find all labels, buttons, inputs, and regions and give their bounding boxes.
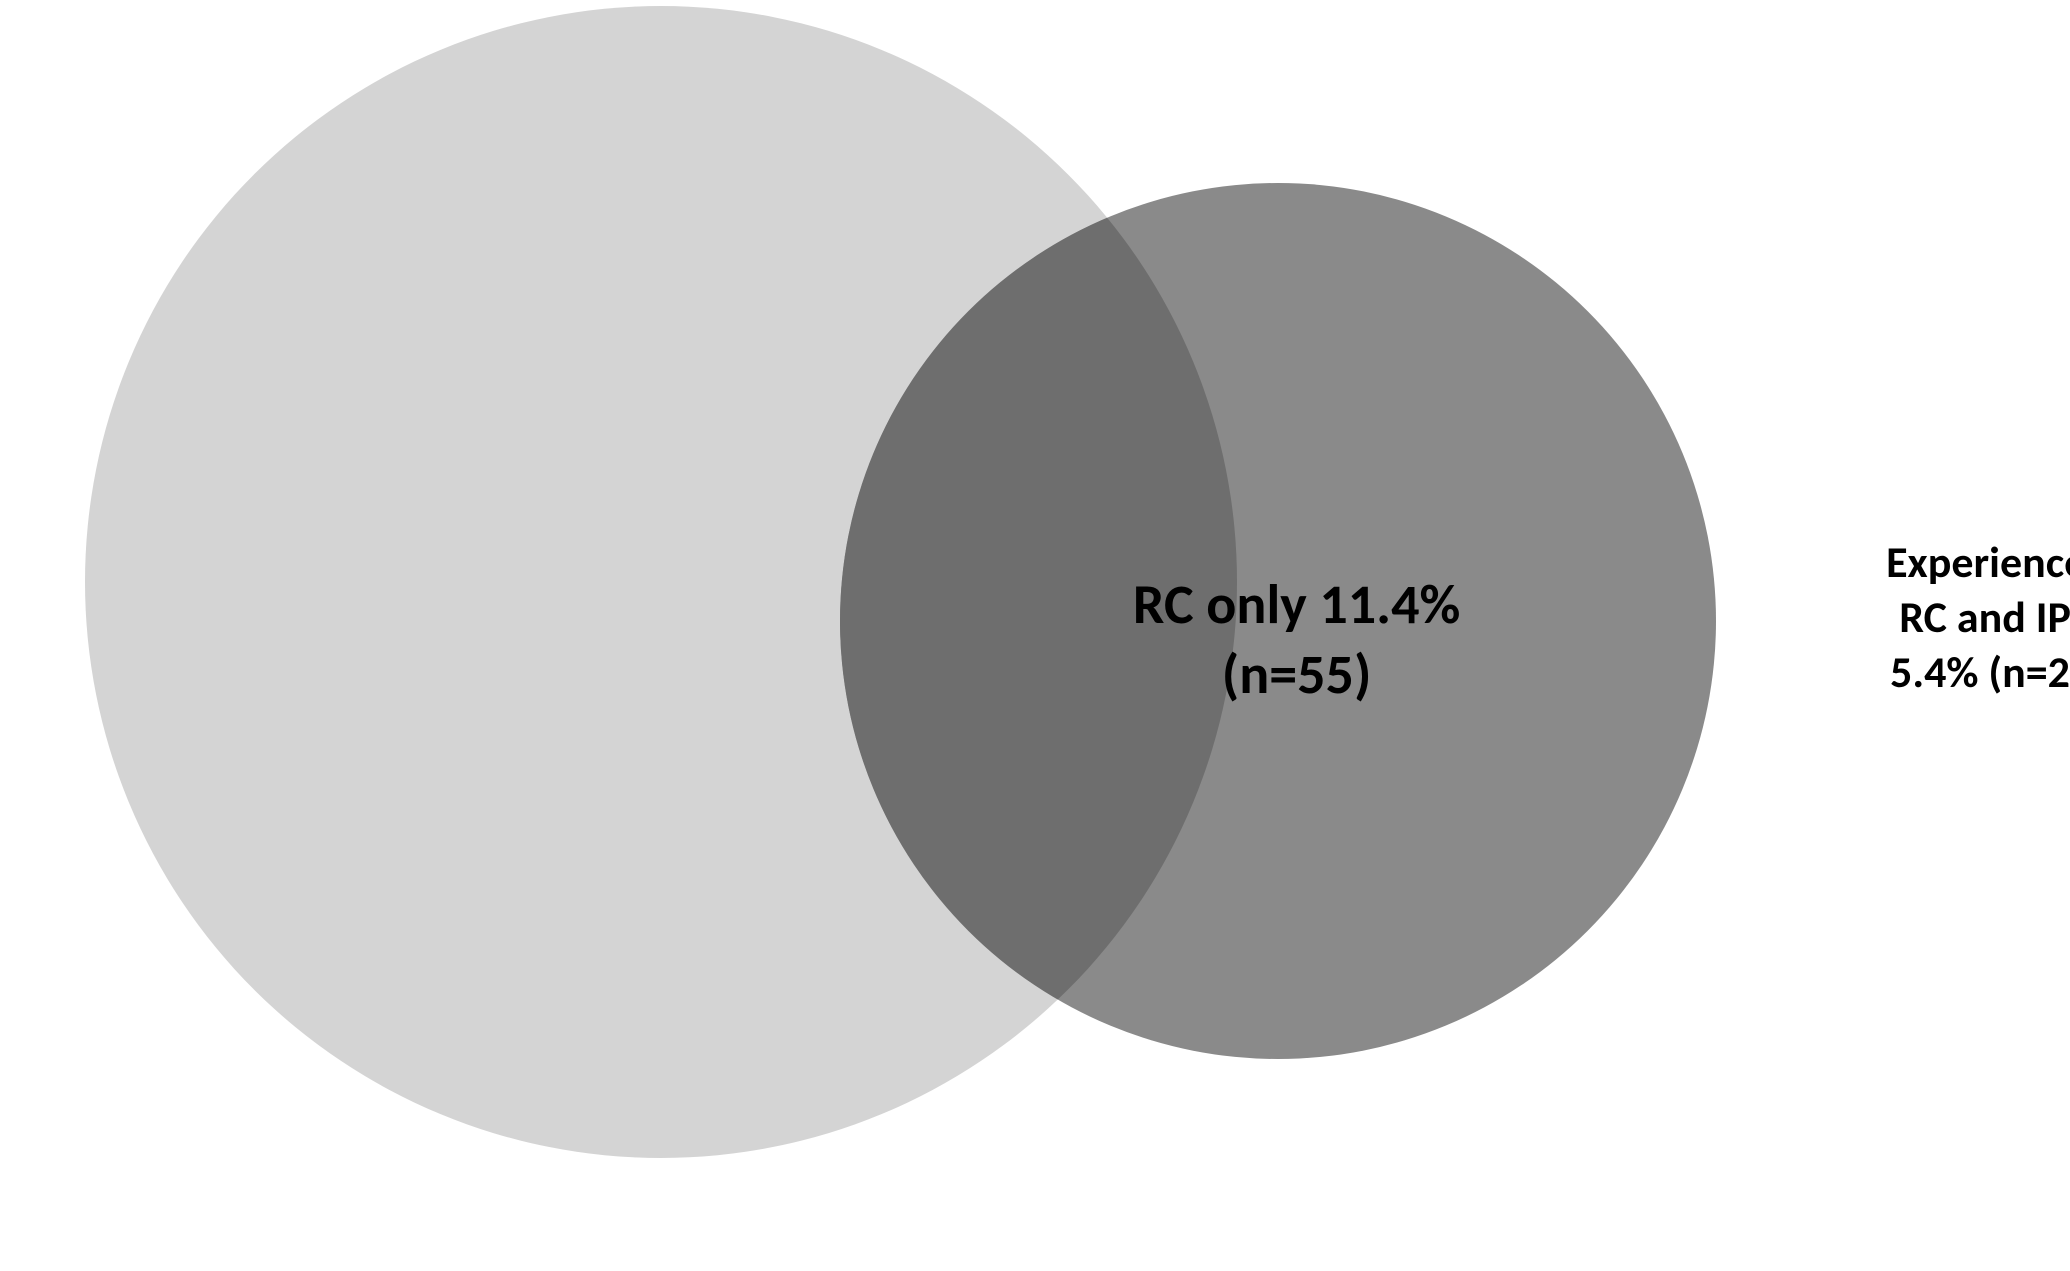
venn-diagram-stage: RC only 11.4% (n=55) Experienced RC and … xyxy=(0,0,2070,1271)
label-ipv-only: IPV only 4.8% (n=23) xyxy=(0,450,2070,855)
label-none: None: 78.4% (n=378) xyxy=(0,1000,2070,1220)
